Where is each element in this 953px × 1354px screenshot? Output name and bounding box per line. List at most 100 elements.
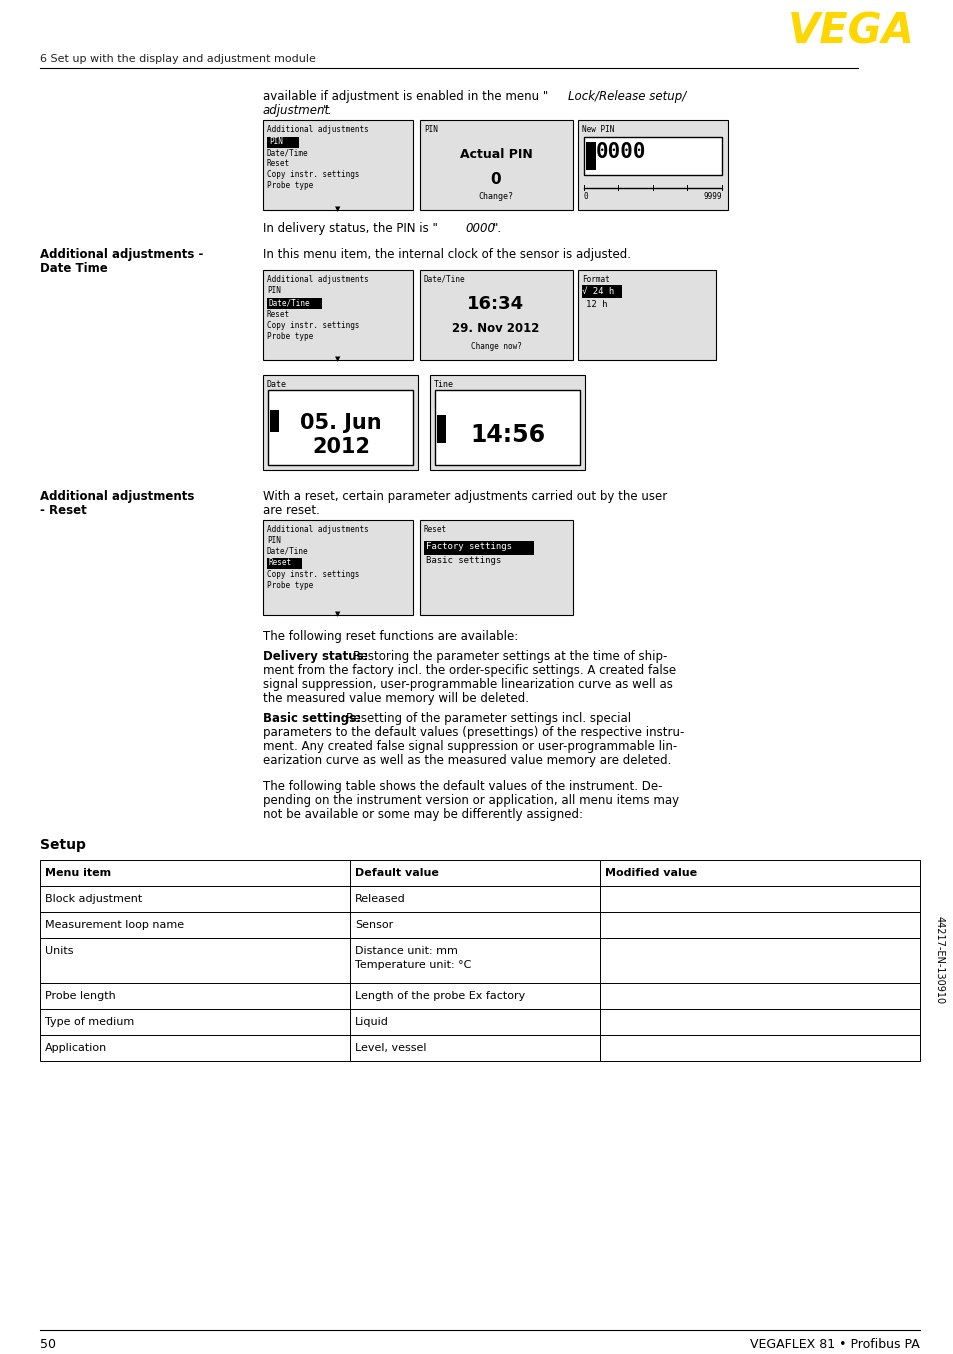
- Text: the measured value memory will be deleted.: the measured value memory will be delete…: [263, 692, 529, 705]
- Text: PIN: PIN: [269, 137, 283, 146]
- Text: New PIN: New PIN: [581, 125, 614, 134]
- Bar: [419, 269, 573, 360]
- Text: Length of the probe Ex factory: Length of the probe Ex factory: [355, 991, 525, 1001]
- Text: available if adjustment is enabled in the menu ": available if adjustment is enabled in th…: [263, 89, 548, 103]
- Text: Probe type: Probe type: [267, 332, 313, 341]
- Text: Change?: Change?: [478, 192, 513, 200]
- Bar: [599, 938, 919, 983]
- Text: Date: Date: [267, 380, 287, 389]
- Text: ".: ".: [493, 222, 501, 236]
- Text: Factory settings: Factory settings: [426, 542, 512, 551]
- Text: 44217-EN-130910: 44217-EN-130910: [934, 917, 944, 1005]
- Text: Actual PIN: Actual PIN: [459, 148, 532, 161]
- Text: 0000: 0000: [596, 142, 646, 162]
- Text: parameters to the default values (presettings) of the respective instru-: parameters to the default values (preset…: [263, 726, 683, 739]
- Text: Format: Format: [581, 275, 609, 284]
- Text: Probe type: Probe type: [267, 581, 313, 590]
- Bar: [578, 121, 727, 210]
- Text: ment from the factory incl. the order-specific settings. A created false: ment from the factory incl. the order-sp…: [263, 663, 676, 677]
- Bar: [419, 520, 573, 615]
- Text: 0000: 0000: [464, 222, 495, 236]
- Bar: [263, 269, 413, 360]
- Text: Released: Released: [355, 894, 405, 904]
- Text: 16:34: 16:34: [467, 295, 524, 313]
- Text: 12 h: 12 h: [585, 301, 607, 309]
- Text: are reset.: are reset.: [263, 504, 319, 517]
- Text: 50: 50: [40, 1338, 56, 1351]
- Text: ▼: ▼: [335, 611, 340, 617]
- Bar: [267, 298, 322, 309]
- Text: Distance unit: mm: Distance unit: mm: [355, 946, 457, 956]
- Text: In delivery status, the PIN is ": In delivery status, the PIN is ": [263, 222, 437, 236]
- Text: 14:56: 14:56: [470, 422, 545, 447]
- Bar: [350, 938, 599, 983]
- Text: - Reset: - Reset: [40, 504, 87, 517]
- Bar: [599, 1009, 919, 1034]
- Text: The following reset functions are available:: The following reset functions are availa…: [263, 630, 517, 643]
- Text: Additional adjustments: Additional adjustments: [267, 275, 369, 284]
- Bar: [40, 860, 350, 886]
- Text: Restoring the parameter settings at the time of ship-: Restoring the parameter settings at the …: [353, 650, 667, 663]
- Text: 0: 0: [583, 192, 588, 200]
- Text: Date/Tine: Date/Tine: [267, 547, 309, 556]
- Text: Menu item: Menu item: [45, 868, 111, 877]
- Text: VEGAFLEX 81 • Profibus PA: VEGAFLEX 81 • Profibus PA: [749, 1338, 919, 1351]
- Text: VEGA: VEGA: [787, 9, 914, 51]
- Text: Resetting of the parameter settings incl. special: Resetting of the parameter settings incl…: [346, 712, 631, 724]
- Bar: [430, 375, 584, 470]
- Text: 6 Set up with the display and adjustment module: 6 Set up with the display and adjustment…: [40, 54, 315, 64]
- Bar: [350, 886, 599, 913]
- Text: signal suppression, user-programmable linearization curve as well as: signal suppression, user-programmable li…: [263, 678, 672, 691]
- Bar: [350, 913, 599, 938]
- Text: Basic settings: Basic settings: [426, 556, 500, 565]
- Text: PIN: PIN: [267, 286, 280, 295]
- Text: Temperature unit: °C: Temperature unit: °C: [355, 960, 471, 969]
- Text: adjustment: adjustment: [263, 104, 330, 116]
- Bar: [40, 1034, 350, 1062]
- Text: Modified value: Modified value: [604, 868, 697, 877]
- Text: 9999: 9999: [702, 192, 721, 200]
- Text: Tine: Tine: [434, 380, 454, 389]
- Bar: [263, 520, 413, 615]
- Text: ".: ".: [323, 104, 332, 116]
- Bar: [599, 886, 919, 913]
- Text: In this menu item, the internal clock of the sensor is adjusted.: In this menu item, the internal clock of…: [263, 248, 630, 261]
- Bar: [267, 137, 298, 148]
- Bar: [40, 938, 350, 983]
- Text: With a reset, certain parameter adjustments carried out by the user: With a reset, certain parameter adjustme…: [263, 490, 666, 502]
- Text: pending on the instrument version or application, all menu items may: pending on the instrument version or app…: [263, 793, 679, 807]
- Text: Probe type: Probe type: [267, 181, 313, 190]
- Bar: [268, 390, 413, 464]
- Text: Date/Tine: Date/Tine: [423, 275, 465, 284]
- Text: ▼: ▼: [335, 356, 340, 362]
- Text: earization curve as well as the measured value memory are deleted.: earization curve as well as the measured…: [263, 754, 671, 766]
- Text: Reset: Reset: [267, 310, 290, 320]
- Bar: [435, 390, 579, 464]
- Bar: [350, 1034, 599, 1062]
- Bar: [585, 142, 596, 171]
- Text: Default value: Default value: [355, 868, 438, 877]
- Text: Additional adjustments: Additional adjustments: [267, 525, 369, 533]
- Text: ment. Any created false signal suppression or user-programmable lin-: ment. Any created false signal suppressi…: [263, 741, 677, 753]
- Text: Reset: Reset: [269, 558, 292, 567]
- Text: Basic settings:: Basic settings:: [263, 712, 360, 724]
- Text: PIN: PIN: [423, 125, 437, 134]
- Text: PIN: PIN: [267, 536, 280, 546]
- Bar: [40, 1009, 350, 1034]
- Text: Additional adjustments: Additional adjustments: [40, 490, 194, 502]
- Bar: [599, 860, 919, 886]
- Text: Measurement loop name: Measurement loop name: [45, 919, 184, 930]
- Text: Copy instr. settings: Copy instr. settings: [267, 171, 359, 179]
- Bar: [419, 121, 573, 210]
- Bar: [40, 983, 350, 1009]
- Text: √ 24 h: √ 24 h: [581, 287, 614, 297]
- Text: 05. Jun: 05. Jun: [300, 413, 381, 433]
- Text: Type of medium: Type of medium: [45, 1017, 134, 1026]
- Text: Change now?: Change now?: [470, 343, 521, 351]
- Bar: [578, 269, 716, 360]
- Bar: [599, 1034, 919, 1062]
- Bar: [583, 137, 721, 175]
- Text: Lock/Release setup/: Lock/Release setup/: [567, 89, 685, 103]
- Bar: [350, 983, 599, 1009]
- Text: Date Time: Date Time: [40, 263, 108, 275]
